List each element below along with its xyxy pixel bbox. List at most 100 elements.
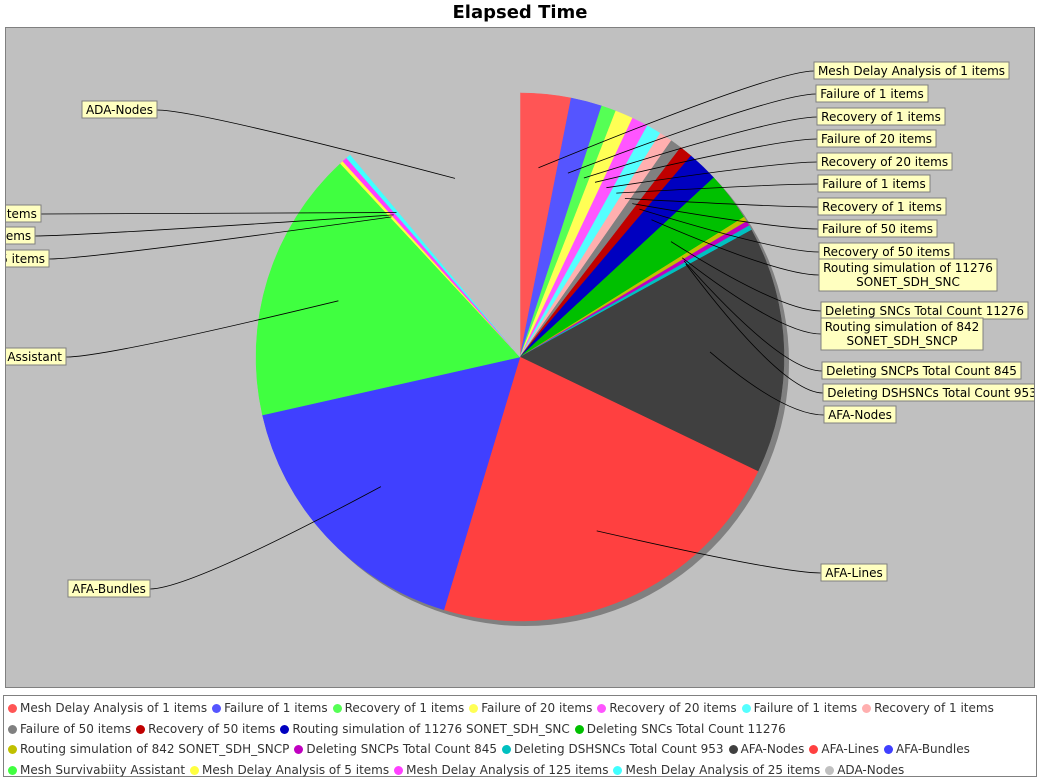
label-box-4 [816, 152, 953, 171]
label-box-14 [823, 405, 897, 424]
label-box-17 [6, 347, 67, 366]
leader-line-18 [48, 216, 392, 260]
legend-label: AFA-Lines [821, 742, 879, 756]
legend: Mesh Delay Analysis of 1 items Failure of… [3, 695, 1037, 777]
legend-swatch [809, 745, 819, 754]
legend-swatch [294, 745, 304, 754]
legend-item: Failure of 20 items [469, 698, 592, 719]
legend-swatch [190, 765, 200, 775]
legend-item: AFA-Nodes [728, 739, 805, 760]
slice-label-19: Mesh Delay Analysis of 125 items [6, 229, 31, 243]
legend-label: Deleting SNCs Total Count 11276 [586, 721, 786, 736]
legend-item: Deleting SNCPs Total Count 845 [294, 739, 497, 760]
leader-line-19 [34, 214, 394, 237]
leader-line-10 [670, 241, 822, 312]
label-box-0 [813, 61, 1010, 80]
legend-item: Mesh Delay Analysis of 25 items [613, 760, 820, 780]
leader-line-2 [583, 116, 818, 179]
slice-label-17: Mesh Survivabiity Assistant [6, 350, 62, 364]
leader-line-14 [709, 351, 825, 416]
legend-label: Recovery of 50 items [148, 721, 276, 736]
legend-label: ADA-Nodes [837, 762, 905, 777]
legend-item: Routing simulation of 842 SONET_SDH_SNCP [8, 739, 289, 760]
label-box-21 [81, 100, 158, 119]
legend-swatch [212, 704, 222, 713]
label-box-15 [820, 563, 888, 582]
legend-label: Deleting SNCPs Total Count 845 [306, 742, 498, 756]
legend-swatch [8, 724, 17, 734]
legend-label: Mesh Survivabiity Assistant [20, 762, 186, 777]
legend-swatch [613, 765, 623, 775]
legend-item: Deleting SNCs Total Count 11276 [574, 719, 786, 740]
legend-item: Recovery of 50 items [136, 719, 275, 740]
legend-label: AFA-Nodes [740, 742, 805, 756]
slice-label-10: Deleting SNCs Total Count 11276 [825, 304, 1024, 318]
legend-item: Mesh Survivabiity Assistant [8, 760, 185, 780]
slice-label-1: Failure of 1 items [820, 87, 924, 101]
slice-label-2: Recovery of 1 items [821, 110, 941, 124]
legend-item: Deleting DSHSNCs Total Count 953 [502, 739, 724, 760]
leader-line-17 [65, 300, 339, 358]
label-box-7 [817, 219, 938, 238]
slice-label-14: AFA-Nodes [828, 408, 892, 422]
leader-line-8 [639, 208, 820, 253]
label-box-18 [6, 249, 50, 268]
legend-item: Failure of 50 items [8, 719, 131, 740]
legend-label: Recovery of 1 items [874, 701, 994, 715]
leader-line-6 [624, 198, 819, 208]
legend-swatch [280, 724, 290, 734]
legend-label: Deleting DSHSNCs Total Count 953 [514, 742, 724, 756]
legend-swatch [728, 745, 738, 754]
legend-swatch [502, 745, 512, 754]
legend-label: Routing simulation of 11276 SONET_SDH_SN… [292, 721, 570, 736]
leader-line-0 [538, 70, 815, 169]
legend-item: ADA-Nodes [825, 760, 904, 780]
label-box-5 [817, 174, 931, 193]
slice-label-9: SONET_SDH_SNC [856, 275, 960, 289]
slice-label-11: Routing simulation of 842 [825, 320, 979, 334]
legend-item: Recovery of 1 items [862, 698, 994, 719]
legend-label: Mesh Delay Analysis of 1 items [20, 701, 208, 715]
label-box-2 [816, 107, 946, 126]
legend-label: Failure of 50 items [20, 721, 132, 736]
leader-line-5 [616, 183, 819, 194]
legend-item: AFA-Lines [809, 739, 879, 760]
slice-label-18: Mesh Delay Analysis of 5 items [6, 252, 45, 266]
legend-swatch [332, 704, 342, 713]
legend-item: AFA-Bundles [883, 739, 970, 760]
legend-swatch [574, 724, 584, 734]
slice-label-11: SONET_SDH_SNCP [846, 334, 957, 348]
slice-label-9: Routing simulation of 11276 [823, 261, 993, 275]
legend-swatch [8, 765, 17, 775]
slice-label-8: Recovery of 50 items [823, 245, 950, 259]
legend-item: Mesh Delay Analysis of 5 items [190, 760, 389, 780]
label-box-20 [6, 204, 42, 223]
pie-chart: Mesh Delay Analysis of 1 items Failure of… [6, 61, 1034, 626]
legend-swatch [8, 704, 17, 713]
leader-line-9 [651, 219, 820, 276]
pie-slice-afa-nodes-14 [519, 229, 785, 472]
plot-area: Mesh Delay Analysis of 1 items Failure of… [5, 27, 1035, 688]
label-box-1 [815, 84, 929, 103]
legend-label: Failure of 20 items [481, 701, 593, 715]
legend-item: Routing simulation of 11276 SONET_SDH_SN… [280, 719, 570, 740]
legend-label: Recovery of 1 items [344, 701, 465, 715]
label-box-3 [816, 129, 937, 148]
legend-item: Failure of 1 items [212, 698, 328, 719]
slice-label-12: Deleting SNCPs Total Count 845 [826, 364, 1017, 378]
label-box-9 [818, 258, 998, 292]
label-box-13 [822, 383, 1034, 402]
pie-slice-afa-lines-15 [443, 356, 759, 622]
leader-line-12 [683, 260, 823, 372]
legend-label: Failure of 1 items [753, 701, 858, 715]
slice-label-15: AFA-Lines [825, 566, 883, 580]
legend-label: Mesh Delay Analysis of 25 items [625, 762, 821, 777]
leader-line-16 [149, 486, 382, 590]
slice-label-4: Recovery of 20 items [821, 155, 948, 169]
slice-label-0: Mesh Delay Analysis of 1 items [818, 64, 1005, 78]
slice-label-21: ADA-Nodes [86, 103, 153, 117]
legend-swatch [8, 745, 17, 754]
label-box-16 [67, 579, 151, 598]
slice-label-3: Failure of 20 items [821, 132, 932, 146]
legend-label: Failure of 1 items [224, 701, 328, 715]
